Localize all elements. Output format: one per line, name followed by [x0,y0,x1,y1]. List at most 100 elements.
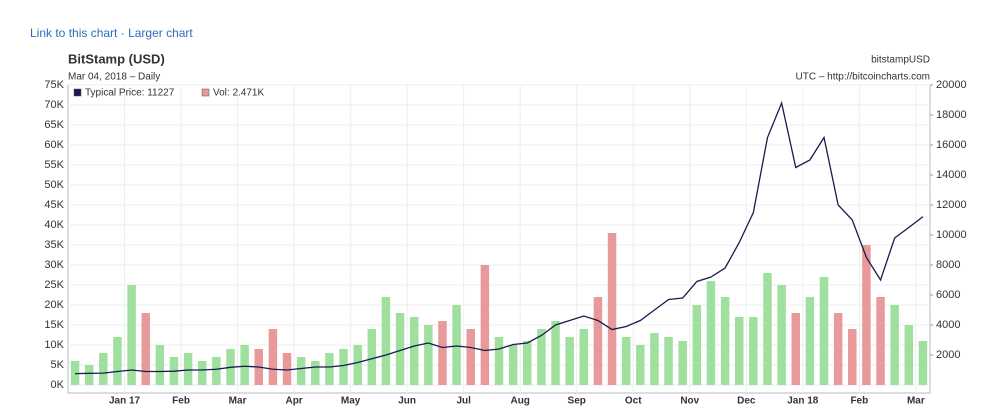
y-tick-label: 70K [44,99,64,111]
y-tick-label: 15K [44,319,64,331]
y2-tick-label: 14000 [936,169,967,181]
y-tick-label: 50K [44,179,64,191]
x-tick-label: Jan 17 [109,396,141,407]
volume-bar [127,285,136,385]
x-tick-label: Feb [172,396,190,407]
volume-bar [876,297,885,385]
x-tick-label: Jun [398,396,416,407]
volume-bar [848,329,857,385]
symbol: bitstampUSD [871,55,930,66]
volume-bar [296,357,306,385]
volume-bar [565,337,574,385]
y2-tick-label: 6000 [936,289,960,301]
volume-bar [833,313,843,385]
volume-bar [113,337,122,385]
legend-swatch [201,88,210,97]
volume-bar [650,333,659,385]
x-tick-label: Jan 18 [787,396,819,407]
volume-bar [353,345,362,385]
volume-bar [381,297,391,385]
volume-bar [282,353,292,385]
y2-tick-label: 4000 [936,319,960,331]
volume-bar [141,313,150,385]
y2-tick-label: 10000 [936,229,967,241]
chart-links: Link to this chart · Larger chart [30,26,193,40]
y-tick-label: 40K [44,219,64,231]
link[interactable]: Link to this chart [30,26,118,40]
x-tick-label: Aug [510,396,529,407]
x-tick-label: Nov [680,396,699,407]
legend-label: Typical Price: 11227 [85,88,175,99]
volume-bar [918,341,928,385]
volume-bar [607,233,617,385]
volume-bar [212,357,221,385]
volume-bar [311,361,320,385]
y-tick-label: 20K [44,299,64,311]
y-tick-label: 5K [51,359,65,371]
volume-bar [84,365,94,385]
volume-bar [692,305,702,385]
y2-tick-label: 16000 [936,139,967,151]
volume-bar [452,305,461,385]
volume-bar [424,325,433,385]
y-tick-label: 60K [44,139,64,151]
volume-bar [183,353,193,385]
volume-bar [734,317,744,385]
y2-tick-label: 18000 [936,109,967,121]
x-tick-label: Jul [456,396,471,407]
x-tick-label: Sep [568,396,586,407]
y-tick-label: 25K [44,279,64,291]
volume-bar [791,313,800,385]
x-tick-label: Oct [625,396,642,407]
legend-label: Vol: 2.471K [213,88,264,99]
volume-bar [579,329,589,385]
volume-bar [198,361,207,385]
x-tick-label: May [341,396,361,407]
y-tick-label: 75K [44,79,64,91]
volume-bar [480,265,490,385]
volume-bar [438,321,447,385]
volume-bar [551,321,560,385]
volume-bar [367,329,377,385]
x-tick-label: Dec [737,396,756,407]
volume-bar [523,341,532,385]
y2-tick-label: 8000 [936,259,960,271]
volume-bar [678,341,687,385]
volume-bar [805,297,815,385]
volume-bar [537,329,546,385]
volume-bar [862,245,871,385]
y2-tick-label: 2000 [936,349,960,361]
volume-bar [664,337,673,385]
volume-bar [395,313,405,385]
volume-bar [720,297,730,385]
volume-bar [155,345,165,385]
volume-bar [409,317,419,385]
volume-bar [339,349,348,385]
separator: · [120,26,125,40]
price-line [75,100,924,375]
source: UTC – http://bitcoincharts.com [796,72,931,83]
volume-bar [904,325,914,385]
y2-tick-label: 12000 [936,199,967,211]
y-tick-label: 55K [44,159,64,171]
volume-bar [268,329,278,385]
volume-bar [466,329,475,385]
chart-subtitle: Mar 04, 2018 – Daily [68,72,160,83]
y-tick-label: 45K [44,199,64,211]
volume-bar [763,273,772,385]
y-tick-label: 0K [51,379,65,391]
volume-bar [819,277,829,385]
x-tick-label: Mar [907,396,925,407]
y-tick-label: 10K [44,339,64,351]
y-tick-label: 65K [44,119,64,131]
x-tick-label: Mar [229,396,247,407]
x-tick-label: Apr [285,396,302,407]
volume-bar [593,297,603,385]
volume-bar [636,345,645,385]
volume-bar [777,285,786,385]
volume-bar [240,345,249,385]
link[interactable]: Larger chart [128,26,193,40]
y-tick-label: 35K [44,239,64,251]
chart-title: BitStamp (USD) [68,51,165,66]
